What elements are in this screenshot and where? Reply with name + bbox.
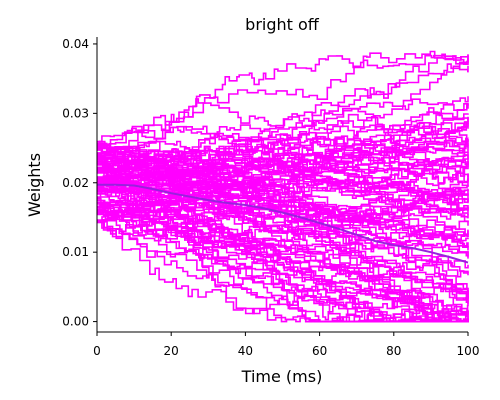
weight-trace [97,142,469,213]
weight-trace [97,197,469,304]
y-tick-label: 0.03 [62,106,89,120]
weight-trace [97,199,468,323]
x-tick-label: 20 [164,344,179,358]
weight-trace [97,156,469,176]
weight-trace [97,177,469,241]
weight-trace [97,155,469,214]
x-tick-label: 60 [312,344,327,358]
x-tick-label: 40 [238,344,253,358]
weight-trace [97,207,468,323]
x-tick-label: 0 [93,344,101,358]
y-tick-label: 0.02 [62,176,89,190]
mean-trace [97,183,469,264]
x-ticks: 0 20 40 60 80 100 [93,332,479,358]
weight-trace [97,122,469,185]
weight-trace [97,147,469,172]
mean-weight-line [97,183,469,264]
y-tick-label: 0.01 [62,245,89,259]
y-axis-title: Weights [25,153,44,217]
weight-trace [97,168,469,210]
weight-trace [97,178,469,216]
trace-lines [97,50,469,323]
weight-trace [97,54,469,146]
weight-trace [97,137,469,170]
y-ticks: 0.00 0.01 0.02 0.03 0.04 [62,37,97,329]
x-tick-label: 100 [457,344,480,358]
x-axis-title: Time (ms) [241,367,323,386]
weight-trace [97,111,469,190]
y-tick-label: 0.00 [62,315,89,329]
weight-trace [97,184,469,227]
chart-title: bright off [245,15,320,34]
weight-trace [97,140,469,301]
weight-trace [97,168,469,248]
axes [96,37,468,333]
weight-trace [97,54,469,154]
weight-trace [97,126,469,191]
weight-trace [97,103,469,178]
weight-trace [97,181,469,221]
weight-trace [97,210,469,323]
weight-trace [97,50,469,154]
weight-trace [97,177,469,239]
y-tick-label: 0.04 [62,37,89,51]
x-tick-label: 80 [386,344,401,358]
